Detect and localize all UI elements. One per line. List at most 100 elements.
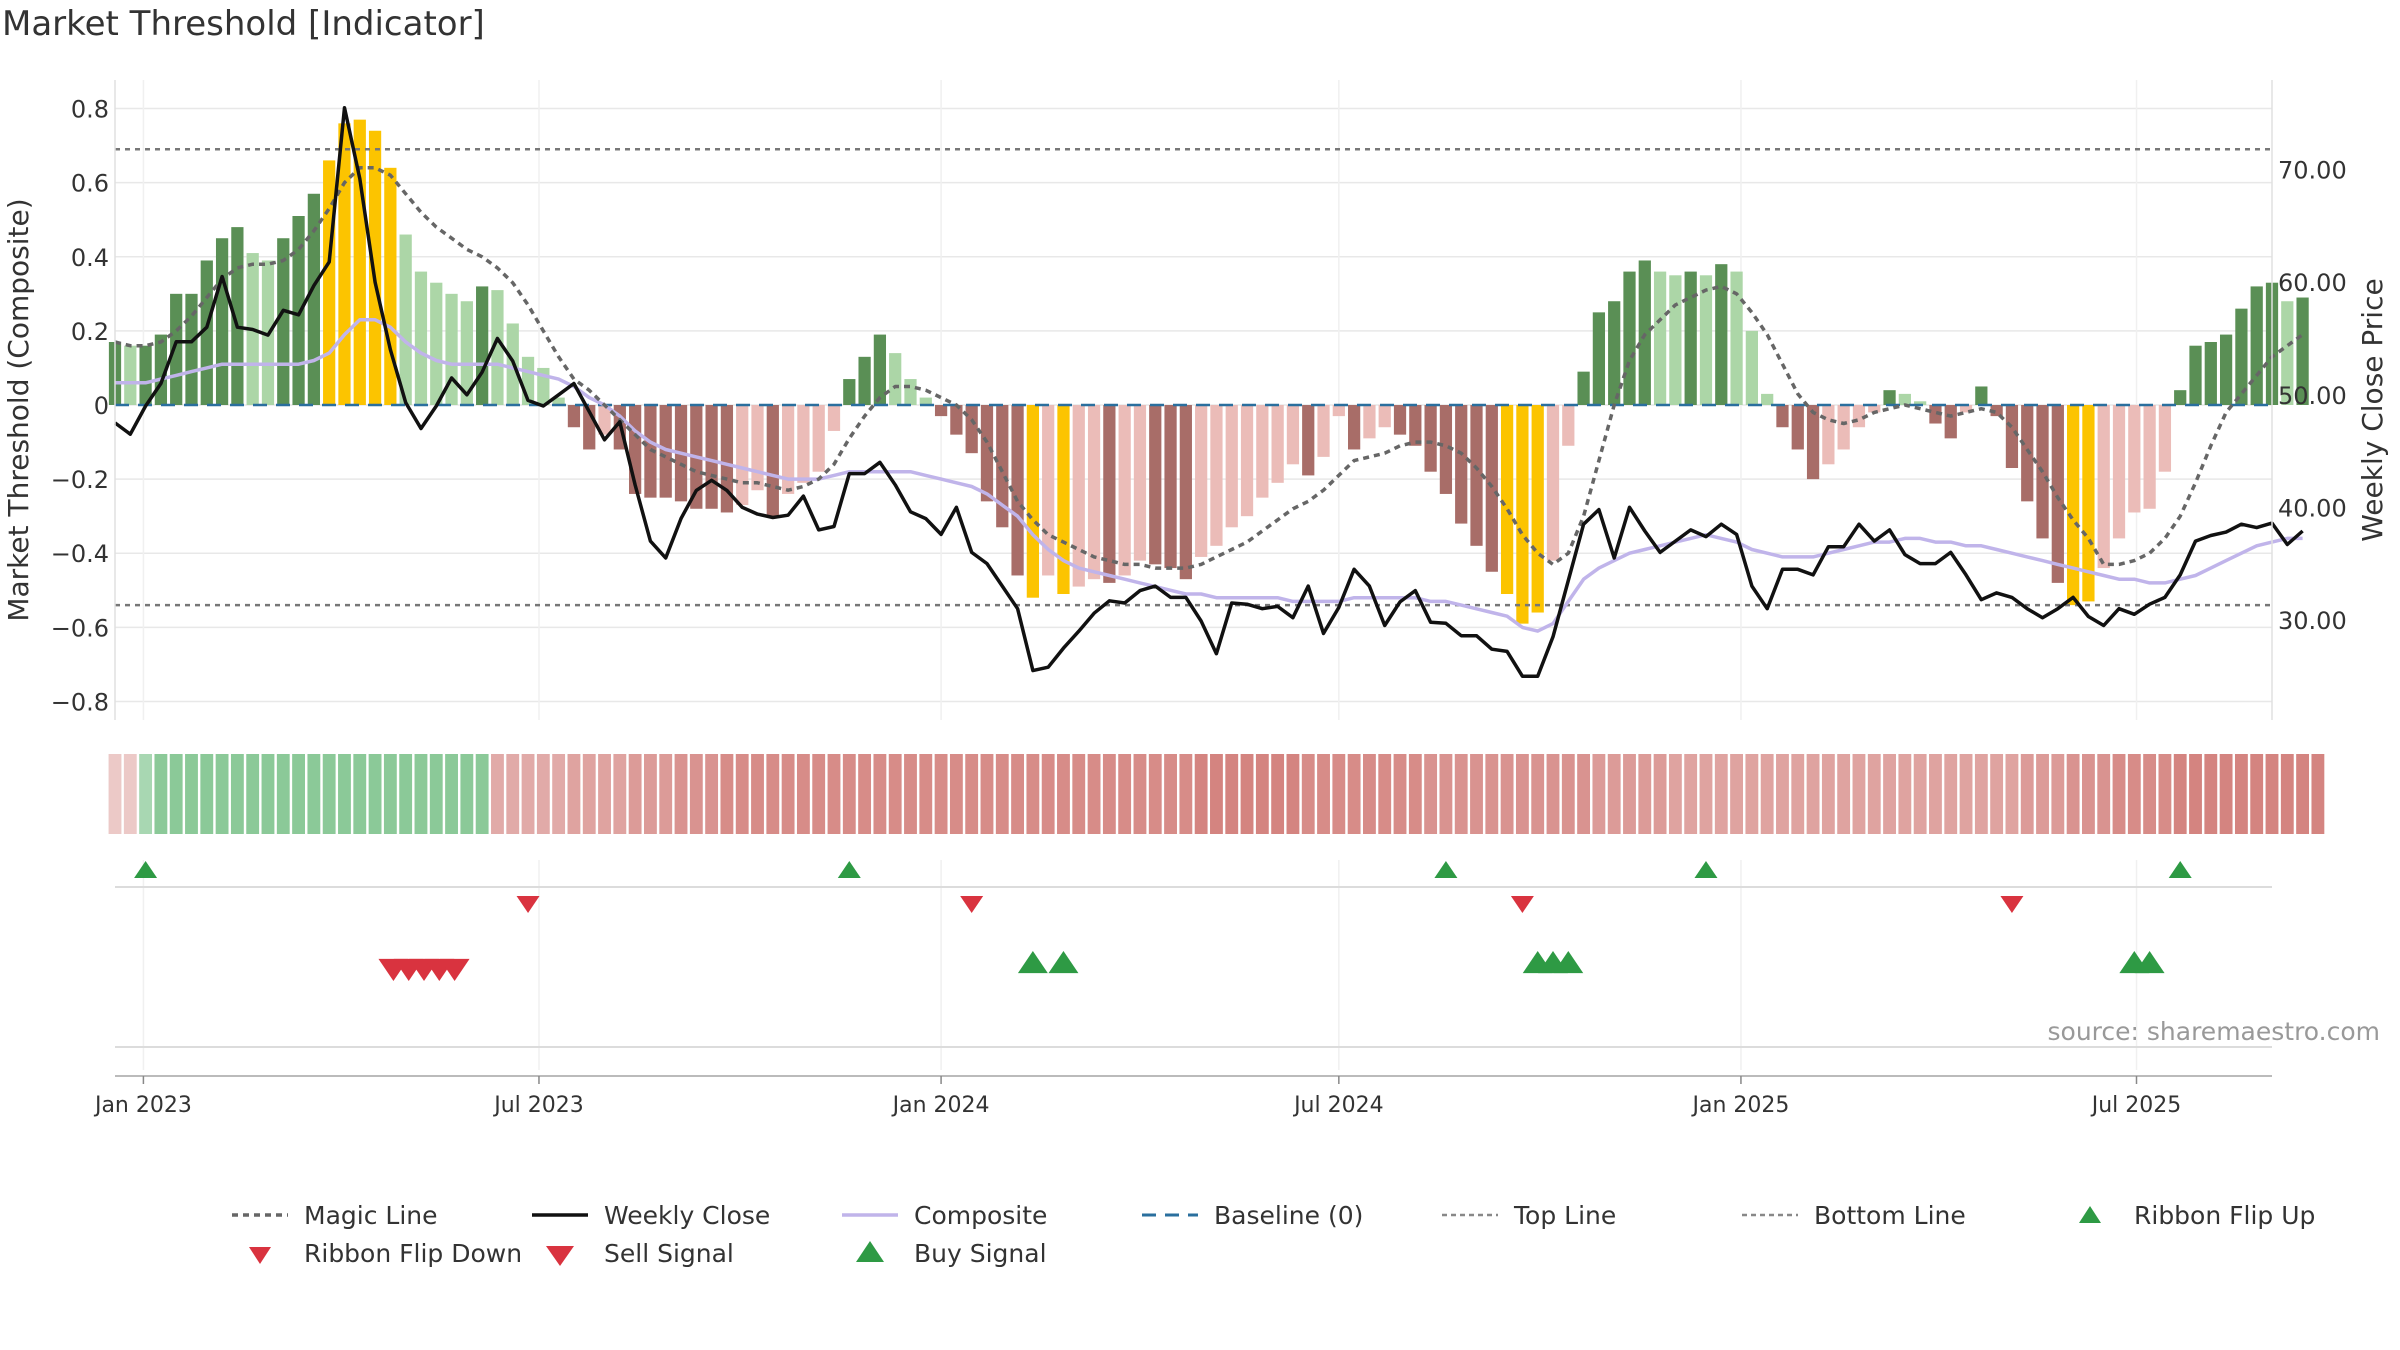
legend-item-baseline: Baseline (0) [1140, 1200, 1363, 1230]
composite-bar [812, 405, 825, 472]
composite-bar [827, 405, 841, 431]
ribbon-cell [1439, 754, 1453, 834]
composite-bar [2097, 405, 2110, 569]
ribbon-cell [827, 754, 841, 834]
composite-bar [384, 167, 397, 405]
composite-bar [2281, 301, 2294, 405]
y2-tick-label: 60.00 [2278, 269, 2347, 297]
composite-bar [2143, 405, 2156, 509]
ribbon-cell [307, 754, 321, 834]
composite-bar [2235, 308, 2248, 405]
ribbon-cell [1225, 754, 1239, 834]
ribbon-cell [674, 754, 688, 834]
ribbon-cell [1424, 754, 1438, 834]
composite-bar [1133, 405, 1147, 561]
composite-bar [1210, 405, 1223, 546]
x-tick-label: Jan 2024 [891, 1093, 990, 1118]
ribbon-cell [2020, 754, 2034, 834]
composite-bar [124, 345, 137, 405]
ribbon-cell [980, 754, 994, 834]
composite-bar [1087, 405, 1101, 580]
composite-bar [598, 405, 611, 435]
y-tick-label: 0.2 [71, 318, 109, 346]
ribbon-cell [261, 754, 275, 834]
ribbon-cell [1760, 754, 1774, 834]
composite-bar [797, 405, 810, 483]
ribbon-cell [582, 754, 596, 834]
y-tick-label: 0.8 [71, 96, 109, 124]
ribbon-cell [796, 754, 810, 834]
ribbon-cell [965, 754, 979, 834]
composite-bar [843, 379, 856, 405]
composite-bar [2189, 345, 2202, 405]
ribbon-cell [460, 754, 474, 834]
composite-bar [1684, 271, 1697, 405]
ribbon-cell [1561, 754, 1575, 834]
composite-bar [1745, 330, 1758, 405]
composite-bar [1072, 405, 1085, 587]
ribbon-cell [919, 754, 933, 834]
composite-bar [2174, 390, 2187, 405]
ribbon-cell [735, 754, 749, 834]
composite-bar [2112, 405, 2126, 539]
ribbon-cell [1974, 754, 1988, 834]
composite-bar [1608, 301, 1621, 405]
ribbon-cell [1546, 754, 1560, 834]
composite-bar [2158, 405, 2172, 472]
composite-bar [1011, 405, 1024, 576]
composite-bar [965, 405, 978, 454]
composite-bar [338, 123, 351, 406]
ribbon-cell [2296, 754, 2310, 834]
composite-bar [1562, 405, 1575, 446]
ribbon-cell [873, 754, 887, 834]
ribbon-cell [1271, 754, 1285, 834]
legend-symbol-flipdown [249, 1247, 271, 1264]
x-tick-label: Jul 2024 [1292, 1093, 1384, 1118]
composite-bar [399, 234, 412, 405]
ribbon-cell [1592, 754, 1606, 834]
ribbon-cell [383, 754, 397, 834]
ribbon-cell [1255, 754, 1269, 834]
y2-axis-label: Weekly Close Price [2356, 278, 2389, 541]
composite-bar [1439, 405, 1453, 494]
composite-bar [1026, 405, 1039, 598]
composite-bar [1898, 393, 1911, 405]
ribbon-flip-up-marker [134, 861, 158, 878]
composite-bar [766, 405, 779, 517]
composite-bar [980, 405, 994, 502]
ribbon-cell [2234, 754, 2248, 834]
legend-symbol-baseline [1142, 1213, 1198, 1217]
legend-item-sell: Sell Signal [530, 1238, 734, 1268]
composite-bar [1975, 386, 1988, 405]
composite-bar [1164, 405, 1177, 569]
ribbon-cell [292, 754, 305, 834]
ribbon-flip-down-marker [516, 896, 540, 913]
composite-bar [1990, 405, 2003, 417]
ribbon-cell [429, 754, 443, 834]
ribbon-cell [1913, 754, 1927, 834]
composite-bar [1118, 405, 1131, 576]
ribbon-cell [2219, 754, 2233, 834]
ribbon-flip-down-marker [2000, 896, 2024, 913]
composite-bar [1378, 405, 1391, 428]
ribbon-cell [1485, 754, 1499, 834]
composite-bar [1455, 405, 1468, 524]
y2-tick-label: 50.00 [2278, 382, 2347, 410]
ribbon-cell [1011, 754, 1024, 834]
composite-bar [751, 405, 764, 491]
ribbon-cell [1317, 754, 1330, 834]
ribbon-cell [1179, 754, 1193, 834]
composite-bar [215, 238, 229, 405]
legend-symbol-magic [232, 1213, 288, 1217]
composite-bar [1883, 390, 1896, 405]
ribbon-cell [628, 754, 642, 834]
composite-bar [1669, 275, 1682, 405]
ribbon-cell [1699, 754, 1713, 834]
ribbon-cell [995, 754, 1009, 834]
composite-bar [1302, 405, 1315, 476]
ribbon-cell [659, 754, 673, 834]
legend-symbol-sell [546, 1246, 574, 1266]
magic-line [114, 166, 2304, 570]
legend-label: Baseline (0) [1214, 1200, 1364, 1230]
composite-bar [2296, 297, 2309, 405]
